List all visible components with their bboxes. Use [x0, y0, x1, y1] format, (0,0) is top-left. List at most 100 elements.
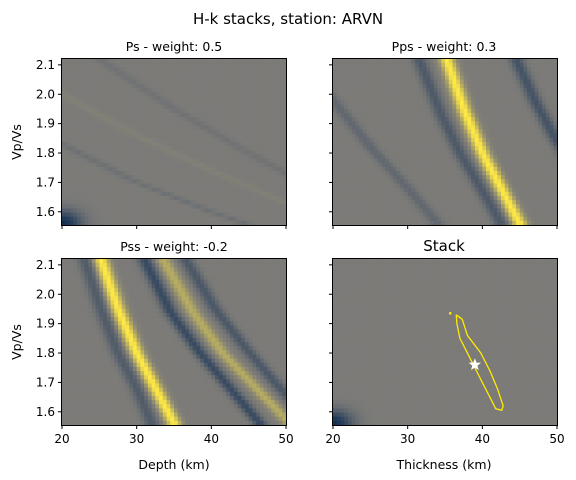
heatmap-cell — [482, 150, 487, 156]
heatmap-cell — [336, 75, 342, 81]
heatmap-cell — [415, 63, 420, 68]
heatmap-cell — [545, 187, 551, 193]
heatmap-cell — [132, 212, 138, 218]
heatmap-cell — [226, 88, 231, 93]
heatmap-cell — [278, 259, 283, 264]
heatmap-cell — [523, 187, 528, 193]
heatmap-cell — [99, 154, 104, 160]
heatmap-cell — [497, 150, 502, 156]
heatmap-cell — [347, 204, 353, 209]
heatmap-cell — [155, 137, 160, 143]
heatmap-cell — [553, 171, 558, 176]
heatmap-cell — [493, 75, 498, 81]
heatmap-cell — [515, 92, 521, 97]
heatmap-cell — [181, 142, 186, 147]
heatmap-cell — [181, 125, 186, 131]
heatmap-cell — [215, 216, 220, 222]
heatmap-cell — [99, 220, 104, 226]
heatmap-cell — [344, 162, 349, 168]
heatmap-cell — [110, 96, 115, 102]
heatmap-cell — [218, 195, 224, 201]
heatmap-cell — [132, 125, 138, 131]
heatmap-cell — [233, 175, 239, 180]
heatmap-cell — [132, 92, 138, 97]
heatmap-cell — [256, 216, 261, 222]
heatmap-cell — [144, 121, 149, 126]
heatmap-cell — [456, 104, 461, 110]
heatmap-cell — [121, 191, 127, 197]
heatmap-cell — [188, 100, 194, 106]
heatmap-cell — [136, 220, 141, 226]
heatmap-cell — [73, 263, 78, 268]
heatmap-cell — [486, 75, 491, 81]
heatmap-cell — [515, 220, 521, 226]
heatmap-cell — [530, 104, 536, 110]
heatmap-cell — [407, 100, 412, 106]
heatmap-cell — [515, 71, 521, 77]
heatmap-cell — [418, 183, 424, 189]
heatmap-cell — [192, 104, 197, 110]
heatmap-cell — [456, 133, 461, 139]
heatmap-cell — [530, 162, 536, 168]
heatmap-cell — [385, 195, 390, 201]
heatmap-cell — [508, 125, 513, 131]
heatmap-cell — [185, 259, 190, 264]
heatmap-cell — [463, 112, 468, 118]
heatmap-cell — [471, 191, 476, 197]
heatmap-cell — [73, 59, 78, 64]
heatmap-cell — [389, 142, 394, 147]
heatmap-cell — [370, 83, 375, 89]
heatmap-cell — [84, 108, 89, 114]
heatmap-cell — [523, 67, 528, 73]
heatmap-cell — [237, 154, 242, 160]
heatmap-cell — [278, 67, 283, 73]
heatmap-cell — [418, 200, 424, 205]
heatmap-cell — [497, 200, 502, 205]
heatmap-cell — [110, 267, 115, 273]
heatmap-cell — [362, 67, 368, 73]
heatmap-cell — [549, 200, 554, 205]
heatmap-cell — [203, 59, 209, 64]
heatmap-cell — [501, 154, 506, 160]
heatmap-cell — [448, 142, 454, 147]
heatmap-cell — [530, 112, 536, 118]
heatmap-cell — [430, 191, 435, 197]
heatmap-cell — [151, 129, 156, 135]
heatmap-cell — [456, 67, 461, 73]
heatmap-cell — [76, 158, 82, 164]
heatmap-cell — [407, 117, 412, 122]
heatmap-cell — [553, 179, 558, 185]
heatmap-cell — [467, 154, 472, 160]
heatmap-cell — [192, 162, 197, 168]
heatmap-cell — [95, 195, 100, 201]
heatmap-cell — [230, 59, 235, 64]
heatmap-cell — [282, 212, 287, 218]
panel-pps-title: Pps - weight: 0.3 — [392, 39, 497, 54]
heatmap-cell — [125, 96, 130, 102]
heatmap-cell — [530, 175, 536, 180]
heatmap-cell — [456, 195, 461, 201]
heatmap-cell — [426, 200, 431, 205]
heatmap-cell — [433, 187, 439, 193]
heatmap-cell — [80, 187, 85, 193]
heatmap-cell — [515, 96, 521, 102]
heatmap-cell — [426, 117, 431, 122]
heatmap-cell — [147, 129, 153, 135]
heatmap-cell — [136, 71, 141, 77]
heatmap-cell — [252, 133, 257, 139]
heatmap-cell — [549, 108, 554, 114]
heatmap-cell — [418, 59, 424, 64]
heatmap-cell — [463, 204, 468, 209]
heatmap-cell — [159, 263, 164, 268]
heatmap-cell — [534, 179, 539, 185]
heatmap-cell — [482, 137, 487, 143]
heatmap-cell — [463, 146, 468, 151]
heatmap-cell — [233, 63, 239, 68]
heatmap-cell — [65, 121, 71, 126]
heatmap-cell — [65, 200, 71, 205]
heatmap-cell — [62, 208, 67, 214]
heatmap-cell — [370, 71, 375, 77]
heatmap-cell — [362, 187, 368, 193]
heatmap-cell — [452, 67, 457, 73]
heatmap-cell — [263, 150, 268, 156]
